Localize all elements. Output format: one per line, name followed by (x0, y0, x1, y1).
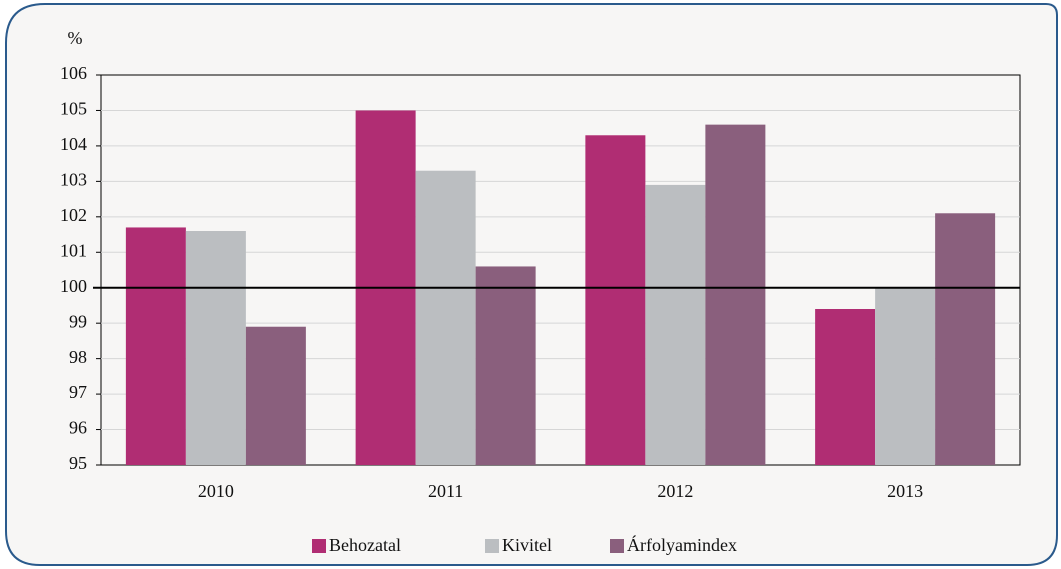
y-tick-label: 98 (69, 347, 87, 367)
x-tick-label: 2010 (198, 481, 234, 501)
legend-label: Behozatal (329, 535, 401, 555)
x-tick-label: 2011 (428, 481, 463, 501)
x-tick-label: 2012 (657, 481, 693, 501)
bar (185, 231, 246, 465)
y-tick-label: 99 (69, 311, 87, 331)
y-tick-label: 97 (69, 382, 87, 402)
bar (125, 227, 186, 465)
legend-swatch (485, 539, 499, 553)
plot-area (100, 74, 1021, 466)
x-tick-label: 2013 (887, 481, 923, 501)
y-tick-label: 95 (69, 453, 87, 473)
bar (935, 213, 996, 465)
legend-swatch (312, 539, 326, 553)
bar (815, 309, 876, 465)
legend-label: Kivitel (502, 535, 552, 555)
y-tick-label: 100 (60, 276, 87, 296)
bar (585, 135, 646, 466)
y-tick-label: 104 (60, 134, 87, 154)
bar (415, 170, 476, 465)
bar (245, 326, 306, 465)
y-axis-label: % (68, 28, 83, 48)
y-tick-label: 103 (60, 169, 87, 189)
legend-label: Árfolyamindex (627, 534, 737, 555)
y-tick-label: 102 (60, 205, 87, 225)
legend-swatch (610, 539, 624, 553)
bar (645, 184, 706, 465)
bar (875, 287, 936, 465)
bar (475, 266, 536, 465)
y-tick-label: 106 (60, 63, 87, 83)
y-tick-label: 96 (69, 418, 87, 438)
bar (705, 124, 766, 466)
y-tick-label: 101 (60, 240, 87, 260)
y-tick-label: 105 (60, 99, 87, 119)
